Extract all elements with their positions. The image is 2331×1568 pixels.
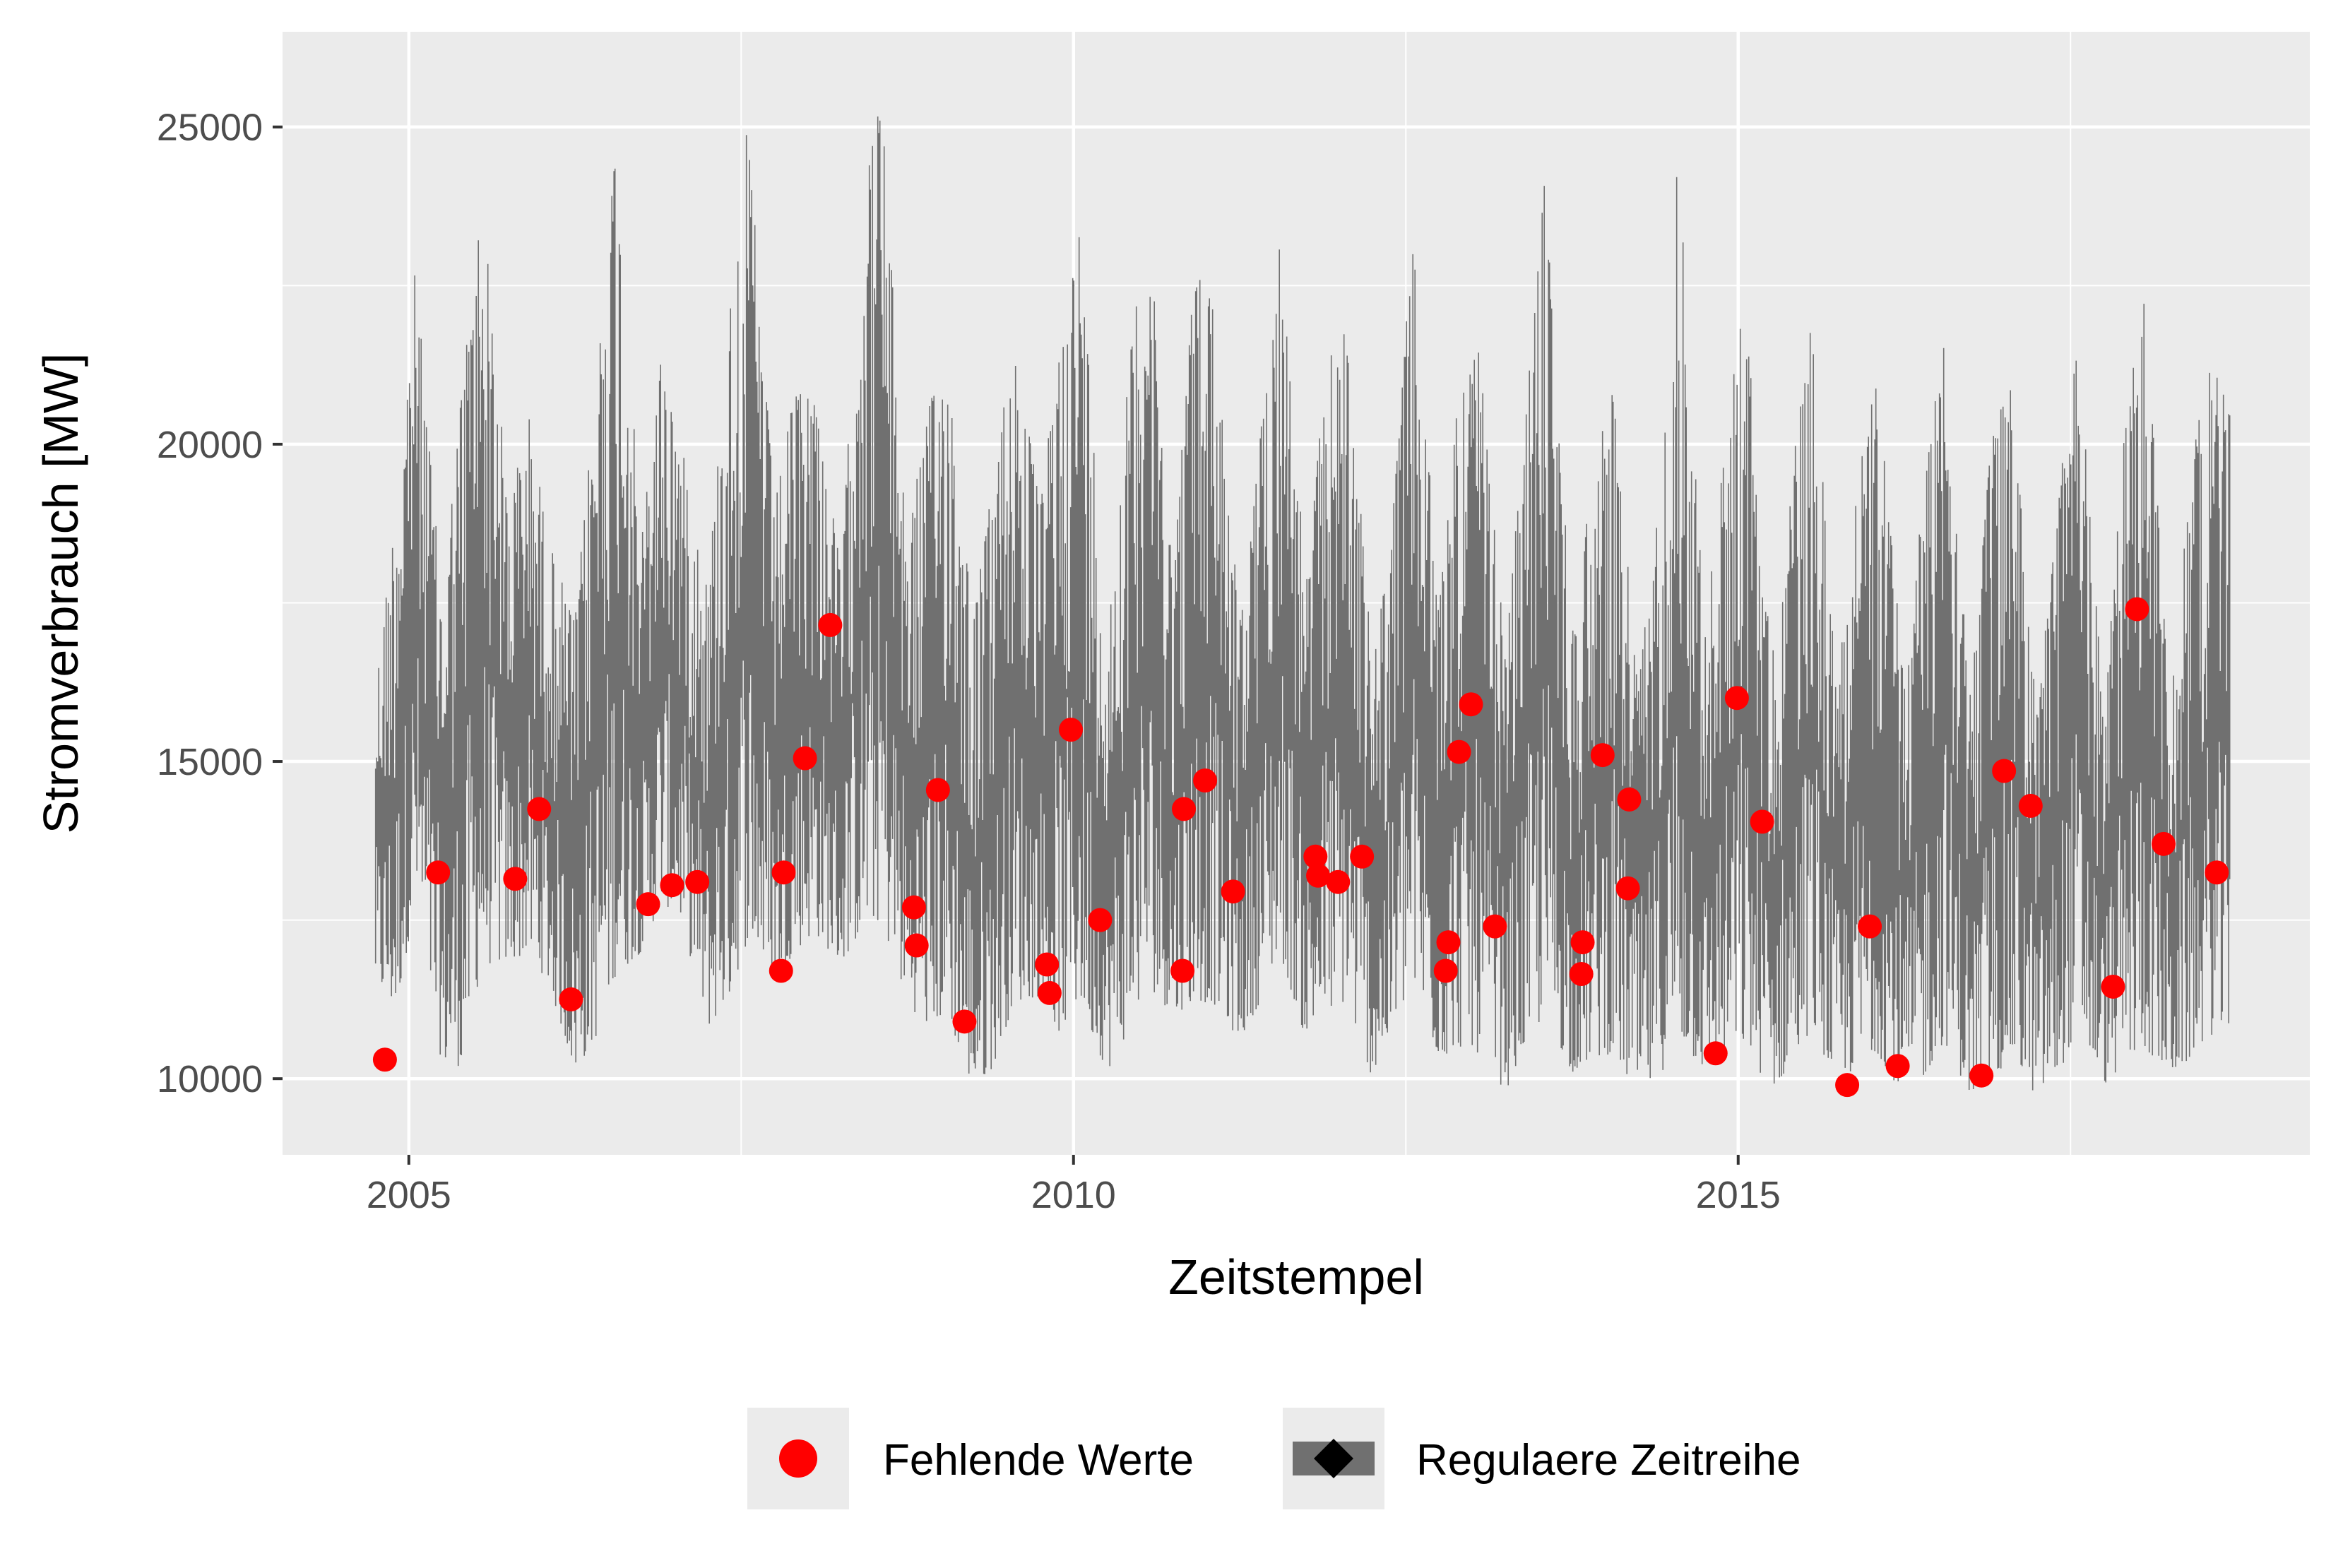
missing-value-point [1590,743,1615,768]
missing-value-point [1703,1041,1728,1066]
missing-value-point [1858,914,1882,939]
legend-symbol-missing-point [779,1439,817,1478]
legend-symbol-regular-diamond [1314,1439,1353,1478]
y-tick-label: 20000 [157,424,263,466]
missing-value-point [771,860,796,885]
missing-value-point [1570,930,1595,955]
axes: 2005 2010 2015 10000 15000 20000 25000 [157,107,1781,1216]
missing-value-point [2018,793,2043,818]
regular-series [374,116,2231,1091]
missing-value-point [2205,860,2229,885]
missing-value-point [503,867,528,891]
missing-value-point [2151,831,2176,856]
y-tick-label: 10000 [157,1058,263,1100]
missing-value-point [1835,1073,1860,1098]
y-tick-label: 15000 [157,741,263,783]
missing-value-point [1885,1054,1910,1079]
missing-value-point [1306,863,1331,888]
legend-label-missing: Fehlende Werte [883,1436,1194,1485]
y-tick-label: 25000 [157,107,263,149]
missing-value-point [527,797,552,821]
legend: Fehlende Werte Regulaere Zeitreihe [747,1408,1801,1509]
missing-value-point [1170,958,1195,983]
missing-value-point [1724,686,1749,711]
missing-value-point [426,860,451,885]
missing-value-point [1433,958,1458,983]
x-tick-label: 2005 [367,1174,451,1216]
missing-value-point [559,987,583,1011]
regular-series-line [374,116,2231,1091]
missing-value-points [372,597,2229,1098]
missing-value-point [1615,876,1640,901]
missing-value-point [952,1009,977,1034]
missing-value-point [660,873,684,898]
missing-value-point [1569,961,1594,986]
missing-value-point [904,933,929,958]
missing-value-point [925,778,950,802]
x-tick-label: 2015 [1696,1174,1781,1216]
missing-value-point [1221,879,1245,904]
missing-value-point [793,746,817,771]
missing-value-point [1326,869,1351,894]
missing-value-point [901,895,926,920]
missing-value-point [1617,787,1642,812]
missing-value-point [1750,809,1774,834]
missing-value-point [1459,692,1483,717]
missing-value-point [372,1047,397,1072]
missing-value-point [1436,930,1461,955]
legend-label-regular: Regulaere Zeitreihe [1416,1436,1801,1485]
missing-value-point [1350,844,1375,869]
missing-value-point [1035,952,1060,977]
x-axis-title: Zeitstempel [1168,1249,1424,1305]
missing-value-point [1088,908,1113,932]
missing-value-point [1303,844,1328,869]
missing-value-point [2101,974,2125,999]
y-axis-title: Stromverbrauch [MW] [33,353,88,834]
missing-value-point [1483,914,1507,939]
missing-value-point [818,612,843,637]
missing-value-point [1193,768,1218,792]
missing-value-point [2125,597,2149,622]
missing-value-point [769,958,793,983]
missing-value-point [685,869,710,894]
missing-value-point [1447,740,1471,764]
missing-value-point [1171,797,1196,821]
missing-value-point [636,892,660,917]
missing-value-point [1059,718,1084,742]
missing-value-point [1992,759,2017,783]
x-tick-label: 2010 [1031,1174,1116,1216]
missing-value-point [1037,980,1062,1005]
missing-value-point [1969,1063,1994,1088]
